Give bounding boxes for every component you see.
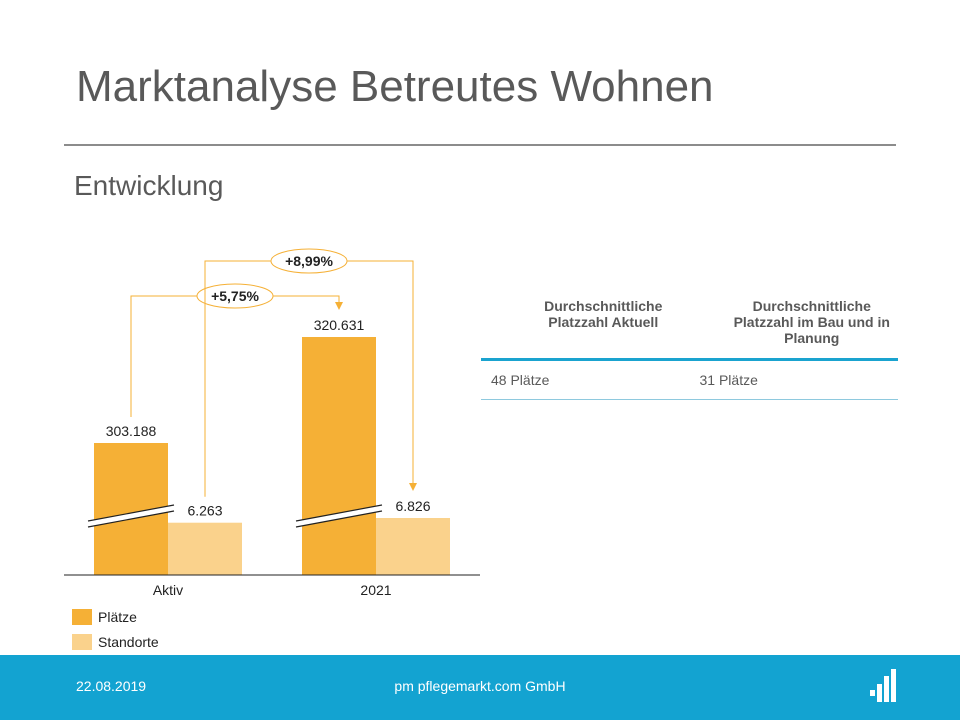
header-planned-average: Durchschnittliche Platzzahl im Bau und i… [733,298,890,346]
change-label-plaetze: +5,75% [211,288,259,304]
legend-item-standorte: Standorte [72,634,159,650]
data-label-plaetze-0: 303.188 [106,423,157,439]
change-arrowhead-standorte [409,483,417,491]
table-row: 48 Plätze 31 Plätze [481,361,898,400]
axis-break-line-bottom-0 [87,510,175,528]
bar-standorte-0 [168,522,242,575]
legend-item-plaetze: Plätze [72,609,137,625]
header-current-average: Durchschnittliche Platzzahl Aktuell [544,298,663,330]
value-planned-average: 31 Plätze [699,372,758,388]
pflegemarkt-logo-icon [870,669,896,702]
category-label-1: 2021 [360,582,391,598]
average-capacity-table: Durchschnittliche Platzzahl Aktuell Durc… [481,298,898,400]
bar-plaetze-1 [302,337,376,575]
slide-subtitle: Entwicklung [74,170,224,201]
category-label-0: Aktiv [153,582,183,598]
axis-break-line-top-0 [87,504,175,522]
footer-bar: 22.08.2019 pm pflegemarkt.com GmbH [0,655,960,720]
change-bubble-standorte [270,248,348,274]
footer-date: 22.08.2019 [76,678,147,694]
axis-break-line-bottom-1 [295,510,383,528]
table-header-row: Durchschnittliche Platzzahl Aktuell Durc… [481,298,898,361]
slide-title: Marktanalyse Betreutes Wohnen [76,62,714,111]
footer-company: pm pflegemarkt.com GmbH [394,678,566,694]
value-current-average: 48 Plätze [491,372,550,388]
axis-break-gap-1 [296,505,382,527]
bar-chart: 303.188 6.263 Aktiv 320.631 6.826 2021 +5,75% +… [64,248,480,598]
legend-swatch-standorte [72,634,92,650]
data-label-standorte-1: 6.826 [395,498,430,514]
legend-swatch-plaetze [72,609,92,625]
change-label-standorte: +8,99% [285,253,333,269]
axis-break-gap-0 [88,505,174,527]
title-divider [64,144,896,146]
legend-label-plaetze: Plätze [98,609,137,625]
data-label-plaetze-1: 320.631 [314,317,365,333]
legend-label-standorte: Standorte [98,634,159,650]
bar-standorte-1 [376,518,450,575]
change-arrowhead-plaetze [335,302,343,310]
data-label-standorte-0: 6.263 [187,503,222,519]
axis-break-line-top-1 [295,504,383,522]
change-bubble-plaetze [196,283,274,309]
